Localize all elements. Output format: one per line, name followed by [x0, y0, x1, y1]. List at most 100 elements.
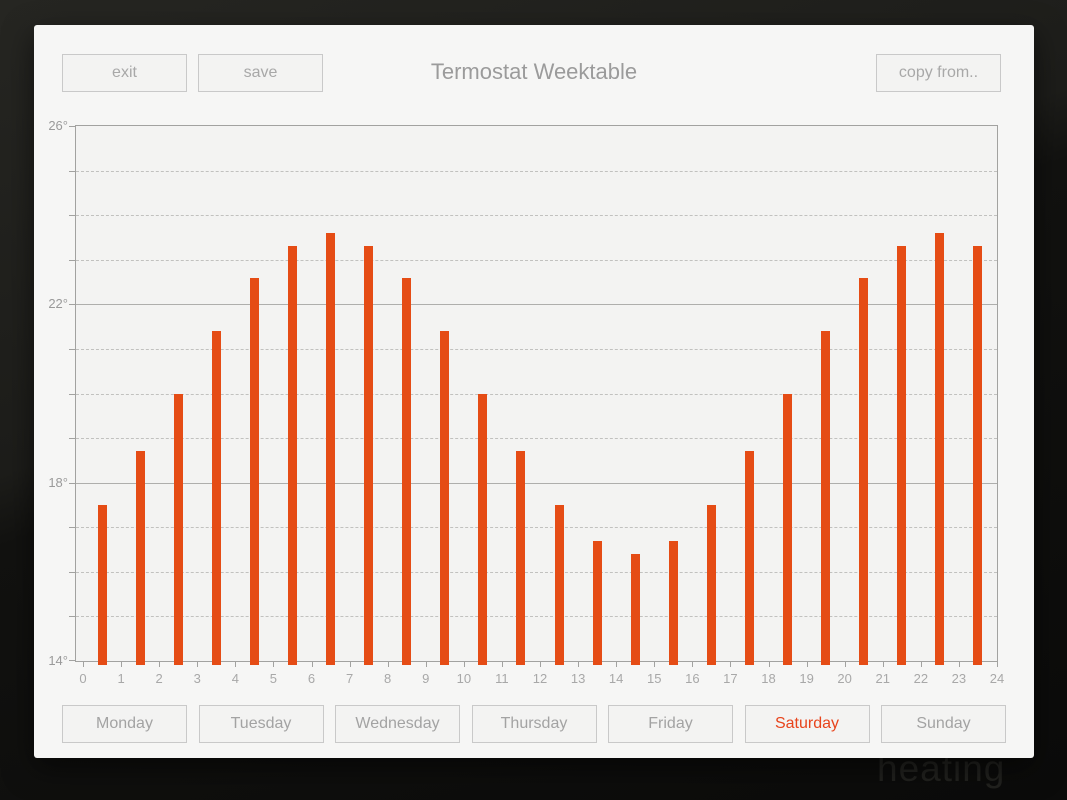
day-tab-friday[interactable]: Friday [608, 705, 733, 743]
temperature-bar-hour-2[interactable] [173, 393, 183, 665]
temperature-bar-hour-10[interactable] [478, 393, 488, 665]
y-axis-tick-23 [69, 259, 76, 261]
x-axis-tick-21 [882, 661, 884, 667]
y-axis-tick-22 [69, 304, 76, 306]
y-axis-tick-25 [69, 170, 76, 172]
x-axis-label-10: 10 [456, 671, 472, 686]
y-axis-tick-17 [69, 527, 76, 529]
x-axis-label-21: 21 [875, 671, 890, 686]
day-tab-saturday[interactable]: Saturday [744, 705, 870, 743]
day-tab-monday[interactable]: Monday [62, 705, 187, 743]
x-axis-tick-16 [692, 661, 694, 667]
x-axis-tick-23 [958, 661, 960, 667]
temperature-bar-hour-12[interactable] [554, 504, 564, 665]
x-axis-tick-5 [273, 661, 275, 667]
x-axis-tick-24 [997, 661, 998, 667]
x-axis-tick-2 [159, 661, 161, 667]
y-axis-label-18: 18° [48, 474, 68, 490]
x-axis-tick-18 [768, 661, 770, 667]
temperature-bar-hour-11[interactable] [516, 451, 526, 665]
temperature-bar-hour-18[interactable] [783, 393, 793, 665]
gridline-dashed-19 [76, 438, 997, 440]
temperature-bar-hour-14[interactable] [630, 554, 640, 665]
gridline-dashed-23 [76, 259, 997, 261]
x-axis-tick-22 [920, 661, 922, 667]
x-axis-label-8: 8 [384, 671, 392, 686]
x-axis-tick-9 [425, 661, 427, 667]
y-axis-label-14: 14° [48, 653, 68, 668]
x-axis-tick-3 [197, 661, 199, 667]
temperature-bar-hour-16[interactable] [706, 504, 716, 665]
x-axis-label-7: 7 [345, 671, 354, 686]
temperature-bar-hour-19[interactable] [821, 331, 831, 665]
x-axis-tick-1 [121, 661, 123, 667]
temperature-bar-hour-5[interactable] [287, 246, 297, 665]
x-axis-label-3: 3 [193, 671, 201, 686]
y-axis-tick-21 [69, 348, 76, 350]
temperature-bar-hour-20[interactable] [859, 277, 869, 665]
x-axis-tick-14 [616, 661, 618, 667]
x-axis-label-18: 18 [761, 671, 776, 686]
y-axis-tick-15 [69, 616, 76, 618]
x-axis-label-15: 15 [647, 671, 662, 686]
x-axis-tick-4 [235, 661, 237, 667]
x-axis-label-19: 19 [799, 671, 814, 686]
gridline-solid-22 [76, 304, 997, 306]
temperature-bar-hour-4[interactable] [249, 277, 259, 665]
temperature-bar-hour-15[interactable] [668, 540, 678, 665]
copy-from-button[interactable]: copy from.. [876, 54, 1001, 92]
day-tab-wednesday[interactable]: Wednesday [335, 705, 460, 743]
y-axis-tick-14 [69, 660, 76, 661]
gridline-solid-18 [76, 482, 997, 484]
gridline-dashed-20 [76, 393, 997, 395]
x-axis-label-5: 5 [269, 671, 278, 686]
temperature-bar-hour-23[interactable] [973, 246, 983, 665]
x-axis-label-1: 1 [117, 671, 125, 686]
x-axis-label-2: 2 [155, 671, 163, 686]
x-axis-tick-17 [730, 661, 732, 667]
temperature-bar-hour-0[interactable] [97, 504, 107, 665]
gridline-dashed-17 [76, 527, 997, 529]
y-axis-tick-18 [69, 482, 76, 484]
x-axis-tick-13 [578, 661, 580, 667]
temperature-bar-hour-9[interactable] [440, 331, 450, 665]
weektable-temperature-chart: 26° 22° 18° 14° 0 1 2 3 4 5 6 7 8 9 10 11 12 13 14 15 16 17 18… [48, 118, 1004, 686]
x-axis-label-0: 0 [79, 671, 87, 686]
temperature-bar-hour-3[interactable] [211, 331, 221, 665]
temperature-bar-hour-8[interactable] [402, 277, 412, 665]
day-tab-thursday[interactable]: Thursday [471, 705, 597, 743]
temperature-bar-hour-13[interactable] [592, 540, 602, 665]
x-axis-tick-15 [654, 661, 656, 667]
temperature-bar-hour-21[interactable] [897, 246, 907, 665]
x-axis-tick-6 [311, 661, 313, 667]
x-axis-label-24: 24 [989, 671, 1005, 686]
day-tab-tuesday[interactable]: Tuesday [198, 705, 324, 743]
day-tabs: Monday Tuesday Wednesday Thursday Friday Satu… [62, 705, 1006, 743]
y-axis-label-26: 26° [48, 118, 68, 133]
day-tab-sunday[interactable]: Sunday [881, 705, 1006, 743]
gridline-dashed-21 [76, 348, 997, 350]
temperature-bar-hour-7[interactable] [364, 246, 374, 665]
gridline-dashed-25 [76, 170, 997, 172]
x-axis-label-12: 12 [532, 671, 548, 686]
temperature-bar-hour-1[interactable] [135, 451, 145, 665]
temperature-bar-hour-6[interactable] [326, 233, 336, 665]
temperature-bar-hour-22[interactable] [935, 233, 945, 665]
save-button[interactable]: save [198, 54, 323, 92]
exit-button[interactable]: exit [62, 54, 187, 92]
x-axis-label-22: 22 [913, 671, 929, 686]
x-axis-label-14: 14 [608, 671, 624, 686]
y-axis-tick-20 [69, 393, 76, 395]
x-axis-label-6: 6 [307, 671, 316, 686]
gridline-dashed-24 [76, 215, 997, 217]
x-axis-label-23: 23 [951, 671, 967, 686]
x-axis-label-4: 4 [231, 671, 239, 686]
gridline-dashed-16 [76, 571, 997, 573]
y-axis-tick-26 [69, 126, 76, 127]
x-axis-label-20: 20 [837, 671, 852, 686]
x-axis-tick-7 [349, 661, 351, 667]
dialog-title: Termostat Weektable [430, 59, 638, 84]
x-axis-tick-0 [83, 661, 84, 667]
temperature-bar-hour-17[interactable] [744, 451, 754, 665]
x-axis-label-9: 9 [422, 671, 430, 686]
